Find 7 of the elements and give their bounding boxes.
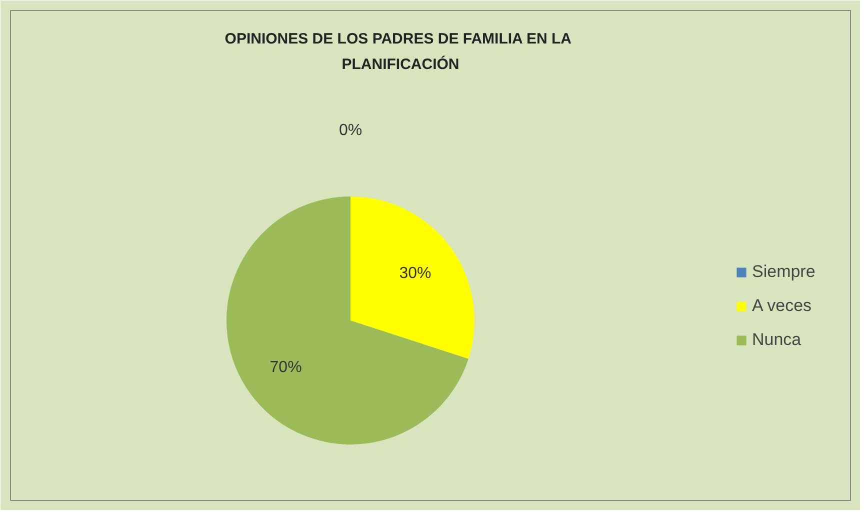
data-label: 30%: [399, 264, 432, 282]
text: 0%: [338, 122, 362, 139]
legend-label: Siempre: [752, 262, 816, 282]
legend-label: Nunca: [752, 330, 802, 350]
chart-title: OPINIONES DE LOS PADRES DE FAMILIA EN LA PLANIFICACIÓN: [224, 30, 572, 73]
legend-label: A veces: [752, 296, 812, 316]
data-label: 70%: [270, 359, 302, 376]
